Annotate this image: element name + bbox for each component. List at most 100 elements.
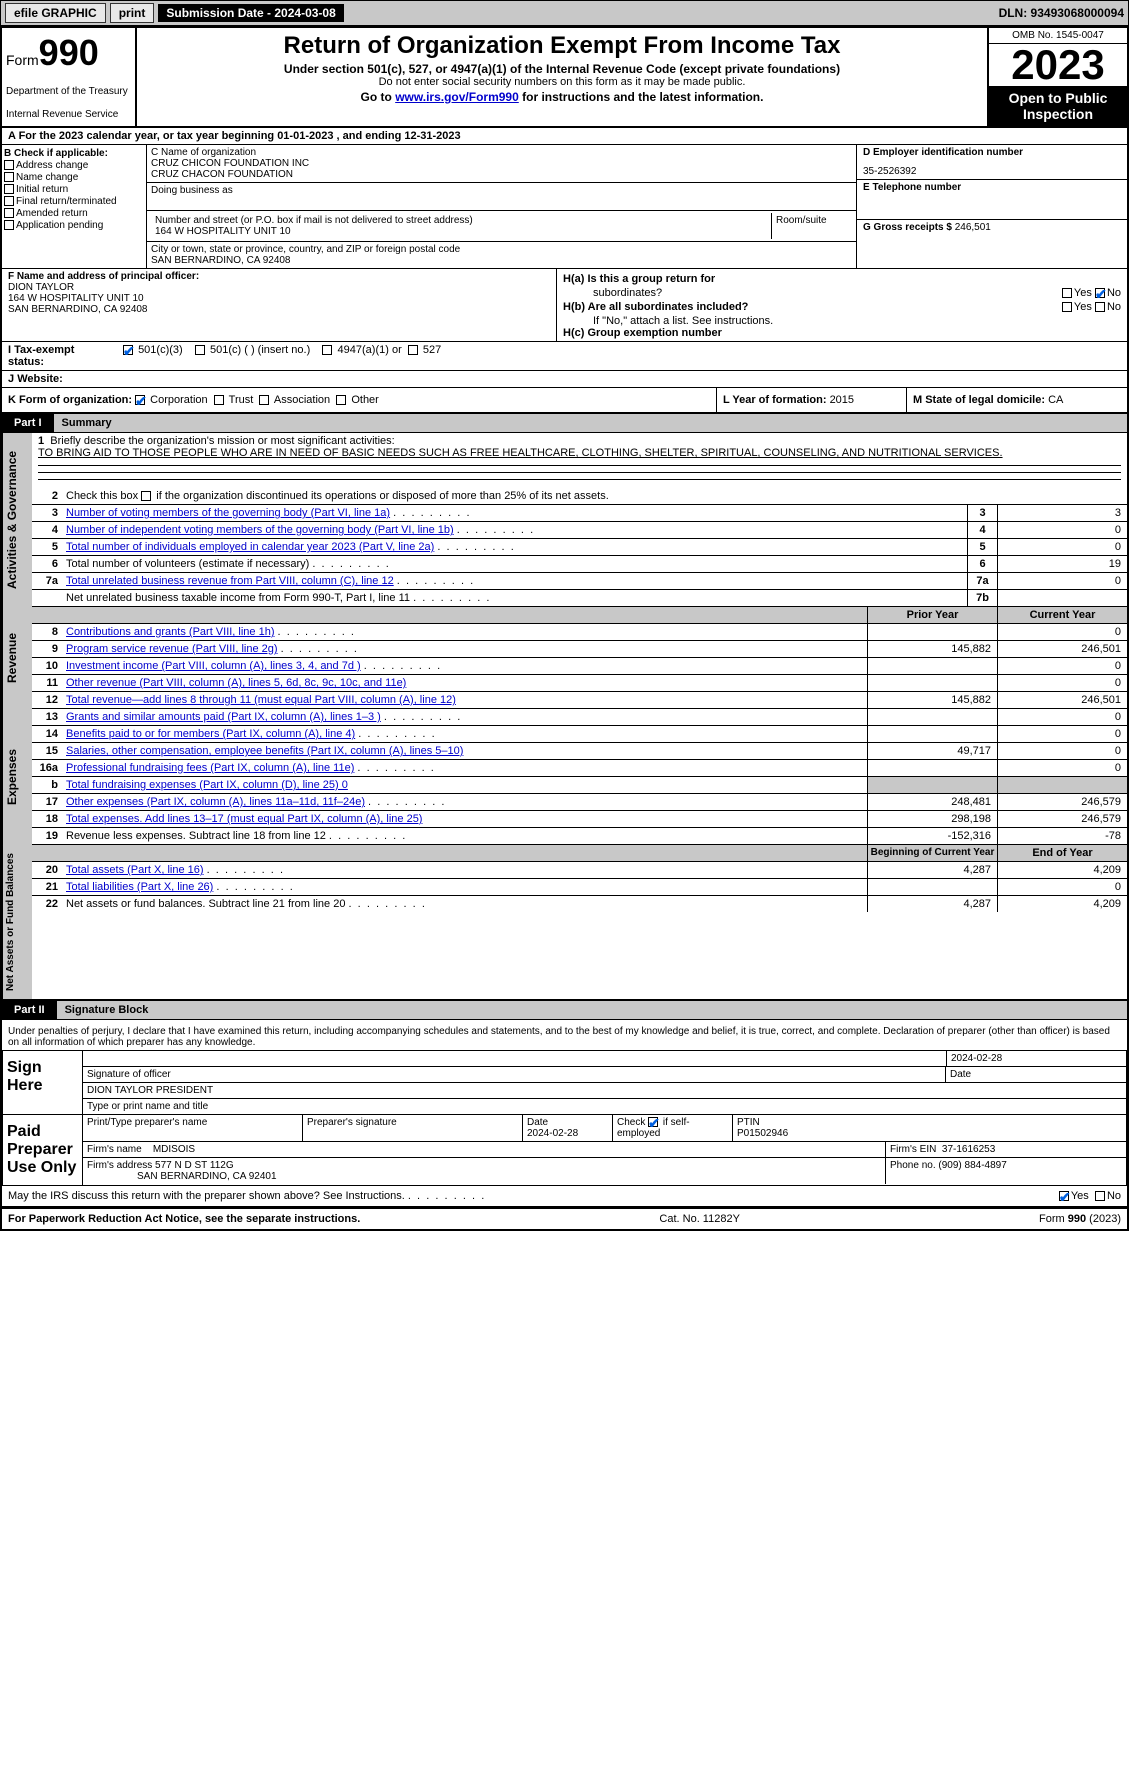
l20-curr: 4,209 [997, 862, 1127, 878]
l12-text[interactable]: Total revenue—add lines 8 through 11 (mu… [66, 694, 456, 706]
l11-text[interactable]: Other revenue (Part VIII, column (A), li… [66, 677, 406, 689]
checkbox-ha-yes[interactable] [1062, 288, 1072, 298]
l18-curr: 246,579 [997, 811, 1127, 827]
firm-ein: 37-1616253 [942, 1144, 995, 1155]
checkbox-501c3[interactable] [123, 345, 133, 355]
ptin-lbl: PTIN [737, 1117, 760, 1128]
checkbox-4947[interactable] [322, 345, 332, 355]
print-button[interactable]: print [110, 3, 155, 23]
checkbox-app-pending[interactable] [4, 220, 14, 230]
l18-num: 18 [32, 811, 62, 827]
checkbox-discuss-no[interactable] [1095, 1191, 1105, 1201]
checkbox-other[interactable] [336, 395, 346, 405]
tax-year: 2023 [989, 44, 1127, 86]
form-990: Form990 Department of the Treasury Inter… [0, 26, 1129, 1231]
l16b-text[interactable]: Total fundraising expenses (Part IX, col… [66, 779, 348, 791]
part2-title: Signature Block [57, 1001, 1127, 1019]
checkbox-hb-yes[interactable] [1062, 302, 1072, 312]
lbl-yes2: Yes [1074, 301, 1092, 313]
checkbox-ha-no[interactable] [1095, 288, 1105, 298]
l15-text[interactable]: Salaries, other compensation, employee b… [66, 745, 463, 757]
section-cd: C Name of organization CRUZ CHICON FOUND… [147, 145, 1127, 268]
lbl-amended: Amended return [16, 208, 88, 219]
l22-curr: 4,209 [997, 896, 1127, 912]
checkbox-hb-no[interactable] [1095, 302, 1105, 312]
l14-text[interactable]: Benefits paid to or for members (Part IX… [66, 728, 355, 740]
l9-text[interactable]: Program service revenue (Part VIII, line… [66, 643, 278, 655]
efile-button[interactable]: efile GRAPHIC [5, 3, 106, 23]
l13-curr: 0 [997, 709, 1127, 725]
l5-text[interactable]: Total number of individuals employed in … [66, 541, 434, 553]
l11-curr: 0 [997, 675, 1127, 691]
goto-link[interactable]: www.irs.gov/Form990 [395, 90, 519, 104]
dept-treasury: Department of the Treasury [6, 86, 131, 97]
checkbox-self-employed[interactable] [648, 1117, 658, 1127]
checkbox-discontinued[interactable] [141, 491, 151, 501]
l17-text[interactable]: Other expenses (Part IX, column (A), lin… [66, 796, 365, 808]
sec-b-header: B Check if applicable: [4, 148, 108, 159]
state-domicile-label: M State of legal domicile: [913, 394, 1048, 406]
hc-label: H(c) Group exemption number [563, 327, 722, 339]
l9-curr: 246,501 [997, 641, 1127, 657]
l10-text[interactable]: Investment income (Part VIII, column (A)… [66, 660, 361, 672]
l9-num: 9 [32, 641, 62, 657]
gross-value: 246,501 [955, 222, 991, 233]
l7a-box: 7a [967, 573, 997, 589]
date-label: Date [946, 1067, 1126, 1082]
l3-text[interactable]: Number of voting members of the governin… [66, 507, 390, 519]
l4-text[interactable]: Number of independent voting members of … [66, 524, 454, 536]
checkbox-final-return[interactable] [4, 196, 14, 206]
l17-num: 17 [32, 794, 62, 810]
checkbox-initial-return[interactable] [4, 184, 14, 194]
checkbox-corp[interactable] [135, 395, 145, 405]
checkbox-discuss-yes[interactable] [1059, 1191, 1069, 1201]
l22-num: 22 [32, 896, 62, 912]
l7a-text[interactable]: Total unrelated business revenue from Pa… [66, 575, 394, 587]
l16a-text[interactable]: Professional fundraising fees (Part IX, … [66, 762, 354, 774]
checkbox-assoc[interactable] [259, 395, 269, 405]
checkbox-501c[interactable] [195, 345, 205, 355]
lbl-4947: 4947(a)(1) or [338, 344, 402, 356]
officer-addr2: SAN BERNARDINO, CA 92408 [8, 304, 550, 315]
summary-netassets: Net Assets or Fund Balances Beginning of… [2, 845, 1127, 1001]
mission-text: TO BRING AID TO THOSE PEOPLE WHO ARE IN … [38, 447, 1121, 459]
officer-sig-name: DION TAYLOR PRESIDENT [83, 1083, 1126, 1098]
section-b: B Check if applicable: Address change Na… [2, 145, 147, 268]
section-bcd: B Check if applicable: Address change Na… [2, 145, 1127, 269]
section-j: J Website: [2, 371, 1127, 388]
checkbox-527[interactable] [408, 345, 418, 355]
l7a-val: 0 [997, 573, 1127, 589]
l14-prior [867, 726, 997, 742]
l7b-val [997, 590, 1127, 606]
l18-text[interactable]: Total expenses. Add lines 13–17 (must eq… [66, 813, 422, 825]
l13-prior [867, 709, 997, 725]
section-c: C Name of organization CRUZ CHICON FOUND… [147, 145, 857, 268]
l16a-num: 16a [32, 760, 62, 776]
checkbox-address-change[interactable] [4, 160, 14, 170]
checkbox-trust[interactable] [214, 395, 224, 405]
firm-lbl: Firm's name [87, 1144, 142, 1155]
l8-text[interactable]: Contributions and grants (Part VIII, lin… [66, 626, 275, 638]
checkbox-amended[interactable] [4, 208, 14, 218]
prep-date: 2024-02-28 [527, 1128, 578, 1139]
section-fh: F Name and address of principal officer:… [2, 269, 1127, 342]
l12-num: 12 [32, 692, 62, 708]
part1-label: Part I [2, 414, 54, 432]
phone-val: (909) 884-4897 [938, 1160, 1006, 1171]
hb-label: H(b) Are all subordinates included? [563, 301, 748, 313]
l13-text[interactable]: Grants and similar amounts paid (Part IX… [66, 711, 381, 723]
l4-val: 0 [997, 522, 1127, 538]
gross-label: G Gross receipts $ [863, 222, 955, 233]
l7b-num [32, 590, 62, 606]
l20-text[interactable]: Total assets (Part X, line 16) [66, 864, 204, 876]
officer-name: DION TAYLOR [8, 282, 550, 293]
section-i: I Tax-exempt status: 501(c)(3) 501(c) ( … [2, 342, 1127, 371]
lbl-other: Other [351, 394, 379, 406]
form-label: Form [6, 52, 39, 68]
org-name-2: CRUZ CHACON FOUNDATION [151, 169, 852, 180]
street-cell: Number and street (or P.O. box if mail i… [151, 213, 772, 239]
l6-box: 6 [967, 556, 997, 572]
l21-text[interactable]: Total liabilities (Part X, line 26) [66, 881, 213, 893]
checkbox-name-change[interactable] [4, 172, 14, 182]
firm-addr-lbl: Firm's address [87, 1160, 152, 1171]
